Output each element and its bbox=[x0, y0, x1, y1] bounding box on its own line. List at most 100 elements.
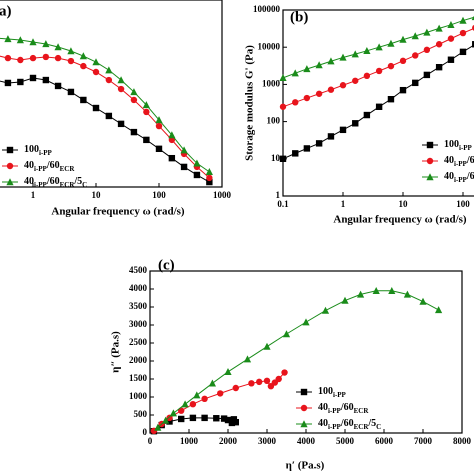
marker bbox=[275, 375, 282, 383]
marker bbox=[105, 76, 113, 84]
marker bbox=[315, 61, 323, 69]
marker bbox=[224, 416, 232, 424]
marker bbox=[29, 74, 37, 82]
panel-label: (b) bbox=[290, 9, 308, 25]
series-line bbox=[0, 37, 210, 173]
marker bbox=[399, 35, 407, 43]
legend-text-part: /5 bbox=[367, 418, 376, 429]
marker bbox=[92, 58, 100, 66]
y-tick-label: 10000 bbox=[258, 41, 281, 51]
legend-text-part: /5 bbox=[73, 176, 82, 187]
x-tick-label: 100 bbox=[152, 190, 166, 200]
legend-text-part: ECR bbox=[60, 181, 76, 189]
marker bbox=[213, 415, 220, 422]
marker bbox=[224, 368, 232, 375]
marker bbox=[339, 53, 347, 61]
marker bbox=[92, 68, 100, 76]
marker bbox=[363, 111, 371, 119]
marker bbox=[447, 56, 455, 63]
marker bbox=[459, 29, 467, 37]
legend-text-part: /60 bbox=[46, 160, 60, 171]
marker bbox=[180, 163, 188, 171]
legend-text-part: i-PP bbox=[34, 181, 48, 189]
legend-text-part: 100 bbox=[444, 139, 459, 150]
x-tick-label: 100 bbox=[456, 199, 470, 209]
marker bbox=[143, 108, 150, 116]
panel-label: (c) bbox=[158, 257, 175, 273]
legend-text-part: i-PP bbox=[39, 149, 53, 157]
legend-text-part: 100 bbox=[24, 144, 39, 155]
marker bbox=[232, 419, 239, 426]
marker bbox=[16, 36, 24, 44]
marker bbox=[303, 65, 311, 73]
marker bbox=[363, 47, 371, 55]
marker bbox=[193, 159, 201, 167]
marker bbox=[6, 146, 14, 154]
legend-label: 40i-PP/60ECR bbox=[444, 155, 474, 167]
marker bbox=[375, 103, 383, 110]
marker bbox=[471, 15, 474, 21]
marker bbox=[399, 86, 407, 94]
marker bbox=[92, 104, 100, 112]
marker bbox=[201, 414, 208, 422]
x-tick-label: 10 bbox=[92, 190, 102, 200]
marker bbox=[282, 330, 291, 338]
marker bbox=[193, 171, 201, 179]
legend-label: 100i-PP bbox=[444, 139, 473, 151]
y-tick-label: 500 bbox=[134, 409, 148, 419]
legend-text-part: i-PP bbox=[454, 160, 468, 168]
marker bbox=[130, 88, 138, 96]
marker bbox=[263, 342, 271, 350]
marker bbox=[130, 96, 138, 104]
marker bbox=[412, 52, 419, 59]
marker bbox=[472, 41, 474, 48]
marker bbox=[447, 35, 455, 42]
marker bbox=[42, 53, 50, 61]
marker bbox=[423, 28, 431, 36]
marker bbox=[281, 369, 288, 376]
marker bbox=[263, 377, 271, 384]
marker bbox=[399, 57, 407, 65]
marker bbox=[4, 79, 12, 87]
legend-text-part: i-PP bbox=[328, 407, 342, 415]
marker bbox=[154, 423, 162, 431]
legend-text-part: 40 bbox=[444, 171, 454, 182]
x-axis-label: Angular frequency ω (rad/s) bbox=[51, 206, 185, 218]
marker bbox=[387, 62, 395, 70]
x-tick-label: 1000 bbox=[213, 190, 232, 200]
marker bbox=[130, 128, 138, 136]
legend-label: 100i-PP bbox=[318, 386, 347, 398]
marker bbox=[315, 140, 323, 147]
marker bbox=[29, 54, 37, 62]
legend-text-part: 40 bbox=[318, 402, 328, 413]
marker bbox=[435, 24, 443, 32]
x-tick-label: 1 bbox=[31, 190, 36, 200]
marker bbox=[6, 162, 14, 170]
marker bbox=[292, 99, 299, 106]
marker bbox=[279, 155, 287, 162]
x-tick-label: 8000 bbox=[453, 436, 472, 446]
legend-text-part: 100 bbox=[318, 386, 333, 397]
marker bbox=[303, 145, 311, 152]
marker bbox=[205, 168, 213, 176]
legend-text-part: /60 bbox=[46, 176, 60, 187]
legend-text-part: /60 bbox=[340, 418, 354, 429]
marker bbox=[117, 85, 125, 93]
legend-text-part: i-PP bbox=[459, 144, 473, 152]
marker bbox=[217, 390, 224, 397]
marker bbox=[155, 116, 163, 124]
marker bbox=[447, 21, 455, 29]
marker bbox=[435, 41, 443, 48]
marker bbox=[279, 103, 287, 110]
marker bbox=[300, 420, 308, 428]
marker bbox=[412, 79, 419, 87]
marker bbox=[459, 48, 467, 56]
marker bbox=[426, 157, 434, 165]
marker bbox=[155, 122, 163, 130]
marker bbox=[162, 416, 170, 424]
marker bbox=[180, 146, 188, 154]
marker bbox=[142, 101, 150, 109]
legend-label: 40i-PP/60ECR bbox=[318, 402, 369, 414]
marker bbox=[435, 306, 443, 314]
x-axis-label: Angular frequency ω (rad/s) bbox=[333, 214, 467, 226]
